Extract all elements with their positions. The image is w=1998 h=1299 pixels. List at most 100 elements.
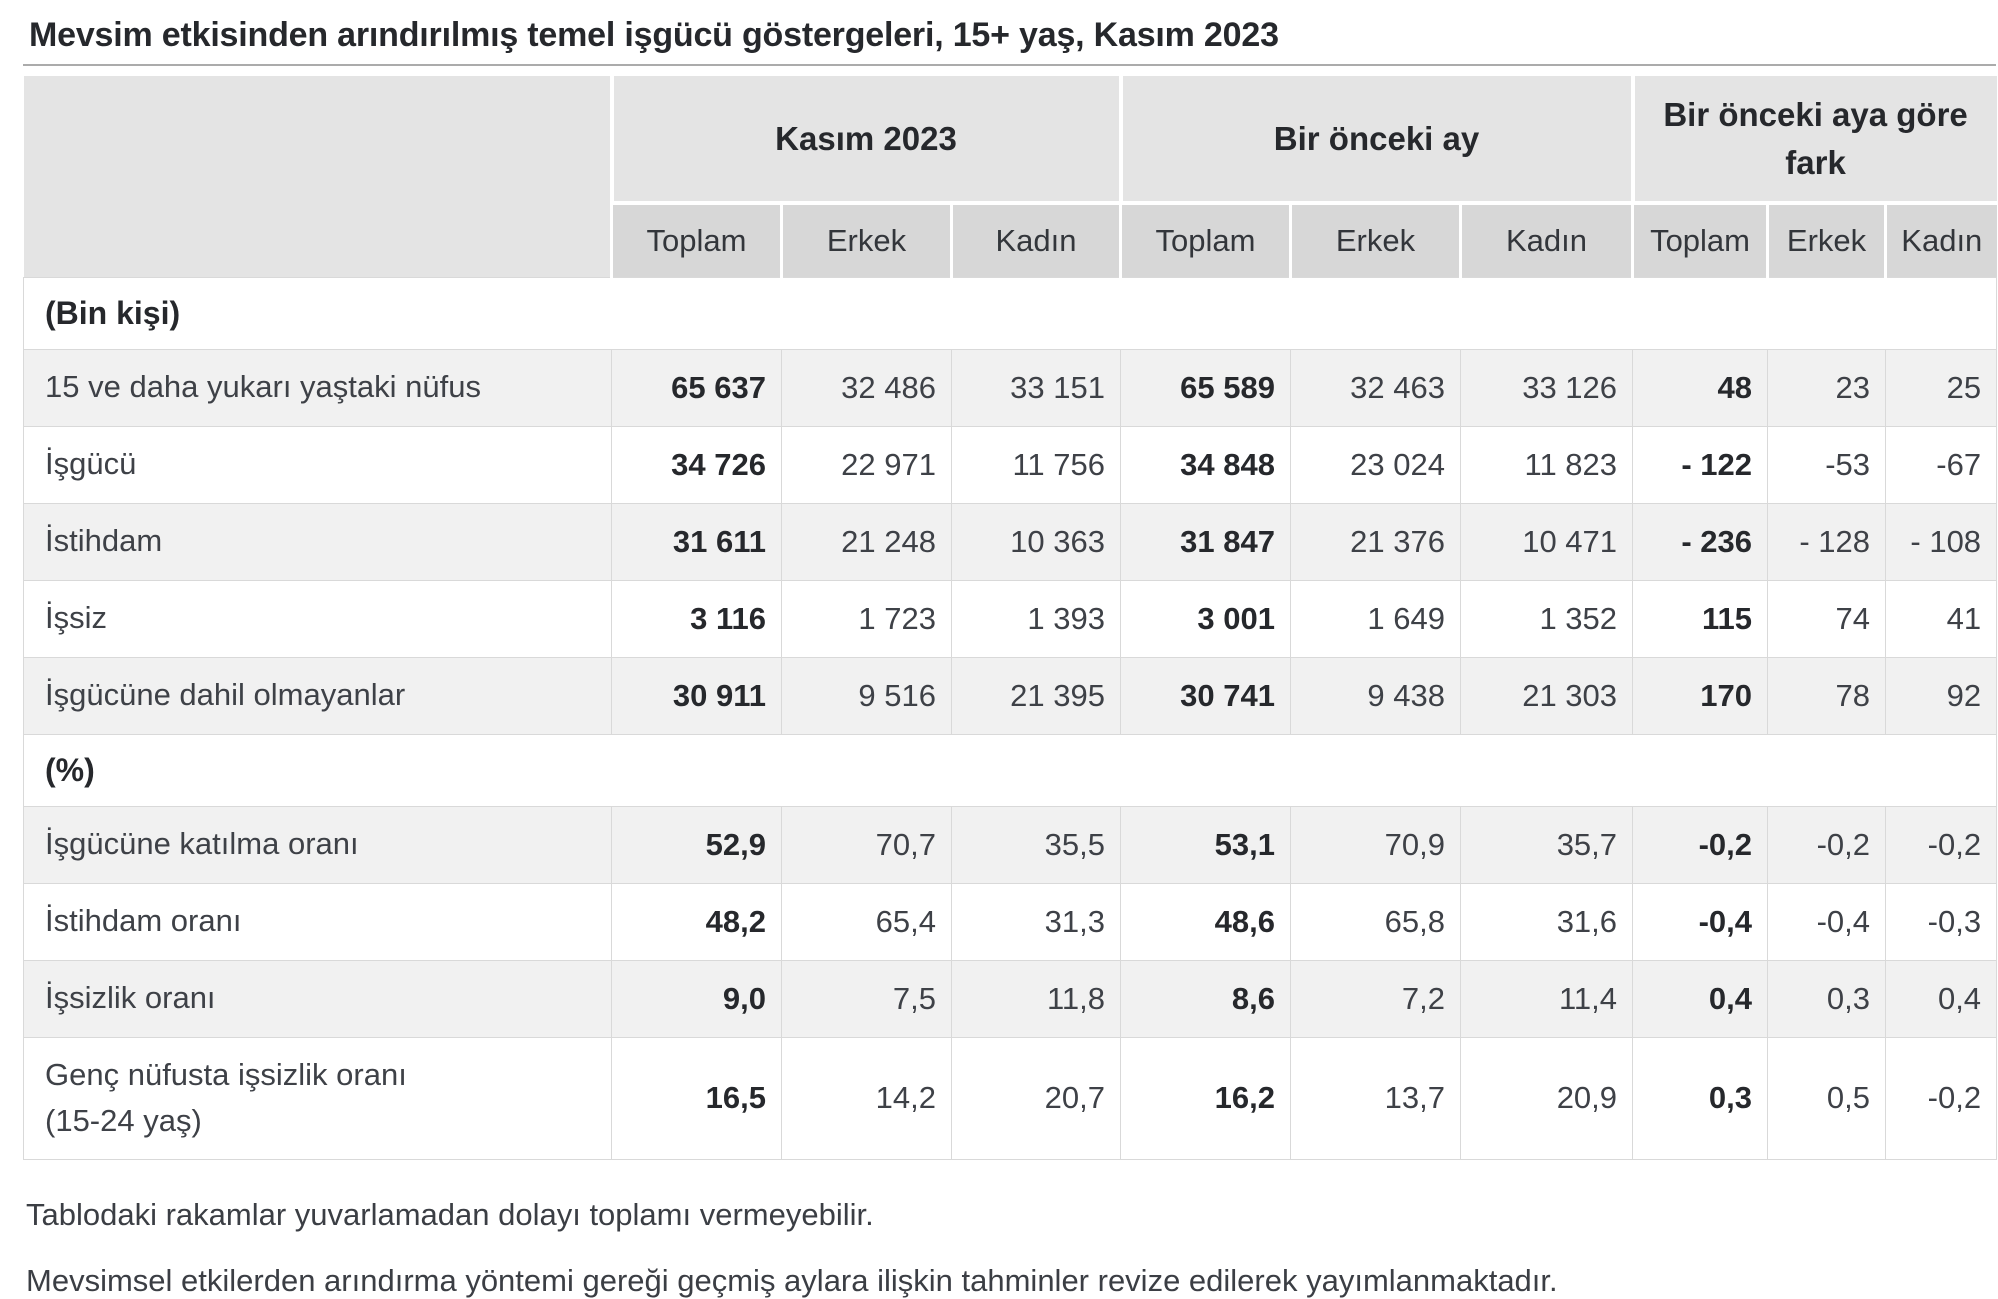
value-cell: 92: [1885, 656, 1998, 735]
footnote-revision: Mevsimsel etkilerden arındırma yöntemi g…: [26, 1262, 1558, 1298]
value-cell: 23: [1767, 348, 1887, 427]
value-cell: 25: [1885, 348, 1998, 427]
value-cell: 30 911: [611, 656, 782, 735]
value-cell: 9,0: [611, 959, 782, 1038]
row-label: 15 ve daha yukarı yaştaki nüfus: [23, 348, 612, 427]
page-title: Mevsim etkisinden arındırılmış temel işg…: [23, 14, 1996, 66]
value-cell: 7,5: [781, 959, 952, 1038]
group-header-bir-onceki-ay: Bir önceki ay: [1118, 76, 1633, 205]
value-cell: 10 363: [951, 502, 1121, 581]
table-row: İşsizlik oranı 9,0 7,5 11,8 8,6 7,2 11,4…: [23, 959, 1998, 1038]
value-cell: 16,2: [1120, 1036, 1291, 1160]
value-cell: 70,7: [781, 805, 952, 884]
value-cell: -0,2: [1632, 805, 1769, 884]
row-label: İşsiz: [23, 579, 612, 658]
section-row-bin-kisi: (Bin kişi): [22, 276, 1998, 350]
value-cell: 11 823: [1459, 425, 1634, 504]
value-cell: 0,3: [1632, 1036, 1769, 1160]
section-label: (Bin kişi): [22, 276, 1998, 350]
value-cell: 13,7: [1290, 1036, 1461, 1160]
value-cell: 34 726: [611, 425, 782, 504]
value-cell: 78: [1767, 656, 1887, 735]
group-header-fark: Bir önceki aya göre fark: [1630, 76, 1997, 205]
value-cell: - 122: [1632, 425, 1769, 504]
value-cell: 65,8: [1290, 882, 1461, 961]
value-cell: 20,7: [951, 1036, 1121, 1160]
value-cell: -0,2: [1885, 1036, 1998, 1160]
subheader-toplam-1: Toplam: [610, 203, 782, 277]
value-cell: 1 393: [951, 579, 1121, 658]
table-header: Kasım 2023 Bir önceki ay Bir önceki aya …: [23, 76, 1997, 277]
value-cell: 31 611: [611, 502, 782, 581]
value-cell: - 128: [1767, 502, 1887, 581]
value-cell: -0,2: [1767, 805, 1887, 884]
value-cell: 65 589: [1120, 348, 1291, 427]
value-cell: 48,2: [611, 882, 782, 961]
value-cell: 21 395: [951, 656, 1121, 735]
subheader-erkek-3: Erkek: [1766, 203, 1886, 277]
footnote-rounding: Tablodaki rakamlar yuvarlamadan dolayı t…: [26, 1196, 874, 1232]
value-cell: 170: [1632, 656, 1769, 735]
value-cell: 23 024: [1290, 425, 1461, 504]
value-cell: 1 723: [781, 579, 952, 658]
value-cell: 0,5: [1767, 1036, 1887, 1160]
value-cell: 70,9: [1290, 805, 1461, 884]
subheader-erkek-1: Erkek: [780, 203, 952, 277]
table-row: İşgücüne katılma oranı 52,9 70,7 35,5 53…: [23, 805, 1998, 884]
row-label: İstihdam oranı: [23, 882, 612, 961]
value-cell: 48: [1632, 348, 1769, 427]
row-label: İşgücü: [23, 425, 612, 504]
subheader-toplam-3: Toplam: [1631, 203, 1768, 277]
value-cell: 11,4: [1459, 959, 1634, 1038]
value-cell: 21 376: [1290, 502, 1461, 581]
value-cell: 41: [1885, 579, 1998, 658]
table-row: İstihdam oranı 48,2 65,4 31,3 48,6 65,8 …: [23, 882, 1998, 961]
value-cell: 0,4: [1885, 959, 1998, 1038]
value-cell: 30 741: [1120, 656, 1291, 735]
value-cell: 35,7: [1459, 805, 1634, 884]
value-cell: 20,9: [1459, 1036, 1634, 1160]
value-cell: - 236: [1632, 502, 1769, 581]
value-cell: 65,4: [781, 882, 952, 961]
table-row: İşgücü 34 726 22 971 11 756 34 848 23 02…: [23, 425, 1998, 504]
subheader-toplam-2: Toplam: [1119, 203, 1291, 277]
value-cell: 35,5: [951, 805, 1121, 884]
value-cell: 32 486: [781, 348, 952, 427]
value-cell: 48,6: [1120, 882, 1291, 961]
corner-cell: [23, 76, 612, 277]
table-row: İstihdam 31 611 21 248 10 363 31 847 21 …: [23, 502, 1998, 581]
value-cell: 53,1: [1120, 805, 1291, 884]
section-row-percent: (%): [22, 733, 1998, 807]
value-cell: 9 438: [1290, 656, 1461, 735]
value-cell: 3 116: [611, 579, 782, 658]
row-label: İşgücüne katılma oranı: [23, 805, 612, 884]
section-label: (%): [22, 733, 1998, 807]
value-cell: 33 151: [951, 348, 1121, 427]
value-cell: 31 847: [1120, 502, 1291, 581]
row-label: İşsizlik oranı: [23, 959, 612, 1038]
value-cell: 34 848: [1120, 425, 1291, 504]
subheader-erkek-2: Erkek: [1289, 203, 1461, 277]
value-cell: 74: [1767, 579, 1887, 658]
value-cell: 21 303: [1459, 656, 1634, 735]
value-cell: 31,3: [951, 882, 1121, 961]
value-cell: 31,6: [1459, 882, 1634, 961]
table-row: 15 ve daha yukarı yaştaki nüfus 65 637 3…: [23, 348, 1998, 427]
value-cell: -53: [1767, 425, 1887, 504]
subheader-kadin-3: Kadın: [1884, 203, 1997, 277]
value-cell: 16,5: [611, 1036, 782, 1160]
value-cell: 3 001: [1120, 579, 1291, 658]
value-cell: -0,2: [1885, 805, 1998, 884]
value-cell: -0,3: [1885, 882, 1998, 961]
value-cell: 65 637: [611, 348, 782, 427]
value-cell: 52,9: [611, 805, 782, 884]
value-cell: 11,8: [951, 959, 1121, 1038]
value-cell: 0,3: [1767, 959, 1887, 1038]
value-cell: 1 352: [1459, 579, 1634, 658]
value-cell: 9 516: [781, 656, 952, 735]
row-label: İşgücüne dahil olmayanlar: [23, 656, 612, 735]
labor-force-table: Kasım 2023 Bir önceki ay Bir önceki aya …: [22, 76, 1998, 1160]
value-cell: 8,6: [1120, 959, 1291, 1038]
value-cell: 22 971: [781, 425, 952, 504]
